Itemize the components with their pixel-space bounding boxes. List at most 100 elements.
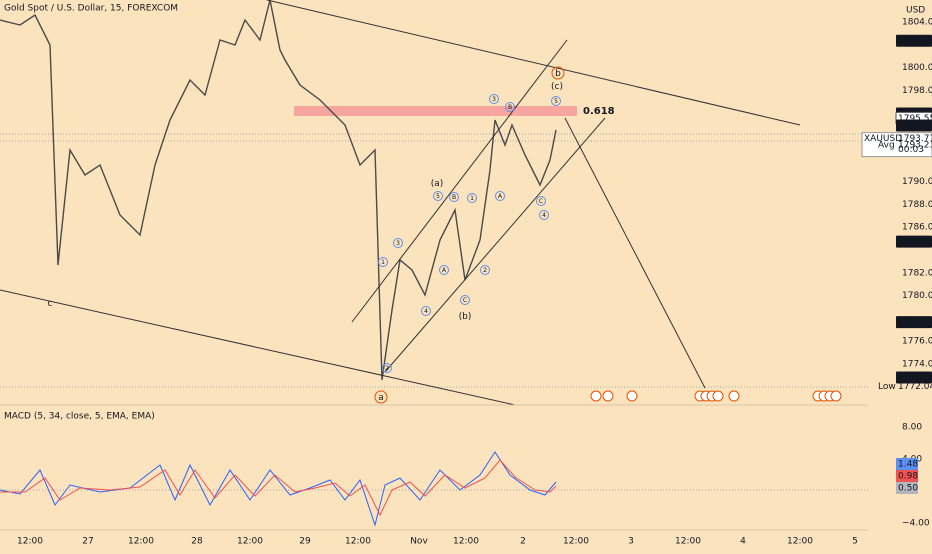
wave-circle	[551, 66, 565, 80]
macd-tick: −4.00	[902, 519, 930, 529]
event-icon	[728, 390, 740, 402]
fib-label: 0.618	[583, 106, 615, 117]
symbol-price: 1793.77	[898, 134, 932, 144]
wave-label: B	[508, 104, 512, 111]
wave-label: c	[48, 299, 53, 309]
wave-circle	[467, 193, 477, 203]
price-badge-text: 1772.82	[898, 373, 932, 383]
wave-circle	[421, 306, 431, 316]
time-label: 27	[82, 537, 93, 547]
wave-circle	[489, 94, 499, 104]
price-badge	[896, 34, 932, 47]
time-label: 29	[299, 537, 311, 547]
wave-label: (a)	[431, 179, 444, 189]
wave-circle	[439, 265, 449, 275]
wave-circle	[449, 192, 459, 202]
price-tick: 1780.00	[902, 291, 932, 301]
wave-label: 1	[381, 259, 385, 266]
time-label: 12:00	[345, 537, 371, 547]
event-icon	[830, 390, 842, 402]
time-label: 12:00	[453, 537, 479, 547]
avg-label: Avg	[878, 140, 895, 150]
wave-label: A	[498, 193, 503, 200]
wave-circle	[393, 238, 403, 248]
low-price: 1772.04	[898, 382, 932, 392]
symbol-name: XAUUSD	[864, 134, 902, 144]
macd-tick: 8.00	[902, 423, 922, 433]
macd-title: MACD (5, 34, close, 5, EMA, EMA)	[4, 412, 155, 422]
price-tick: 1786.00	[902, 223, 932, 233]
wave-label: 2	[385, 365, 389, 372]
channel-line	[351, 39, 568, 323]
wave-label: (b)	[459, 312, 472, 322]
wave-circle	[374, 390, 388, 404]
channel-line	[384, 117, 606, 373]
wave-circle	[551, 96, 561, 106]
time-label: 12:00	[17, 537, 43, 547]
countdown: 00:03	[898, 145, 924, 155]
time-label: 12:00	[675, 537, 701, 547]
wave-circle	[378, 257, 388, 267]
price-badge-text: 1802.36	[898, 36, 932, 46]
wave-circle	[495, 191, 505, 201]
price-tick: 1800.00	[902, 63, 932, 73]
macd-line	[0, 451, 557, 527]
wave-label: 1	[470, 195, 474, 202]
event-icon	[602, 390, 614, 402]
wave-circle	[480, 265, 490, 275]
macd-badge	[896, 482, 918, 494]
price-series	[0, 0, 557, 381]
trend-line	[0, 289, 516, 406]
wave-label: 2	[483, 267, 487, 274]
time-label: 2	[520, 537, 526, 547]
price-tick: 1776.00	[902, 337, 932, 347]
time-label: 5	[852, 537, 858, 547]
price-tick: 1782.00	[902, 268, 932, 278]
wave-label: 4	[424, 308, 428, 315]
time-label: 3	[628, 537, 634, 547]
wave-label: C	[539, 198, 543, 205]
low-label: Low	[878, 382, 896, 392]
wave-label: (c)	[551, 82, 563, 92]
resistance-zone	[294, 106, 577, 116]
projection-line	[564, 117, 706, 389]
price-badge-text: 1795.55	[898, 114, 932, 124]
macd-badge-text: 1.48	[898, 460, 918, 470]
wave-label: A	[442, 267, 447, 274]
time-label: Nov	[410, 537, 428, 547]
macd-badge-text: 0.98	[898, 472, 918, 482]
signal-line	[0, 459, 557, 517]
event-icon	[590, 390, 602, 402]
time-label: 12:00	[563, 537, 589, 547]
price-badge-text: 1784.74	[898, 237, 932, 247]
macd-badge	[896, 458, 918, 470]
time-label: 12:00	[787, 537, 813, 547]
wave-circle	[382, 363, 392, 373]
price-tick: 1798.00	[902, 86, 932, 96]
trend-line	[266, 0, 801, 126]
wave-label: 5	[554, 98, 558, 105]
wave-circle	[433, 191, 443, 201]
macd-badge-text: 0.50	[898, 484, 918, 494]
wave-circle	[505, 102, 515, 112]
wave-label: 5	[436, 193, 440, 200]
price-badge-text: 1777.67	[898, 318, 932, 328]
avg-price: 1793.23	[898, 140, 932, 150]
price-tick: 1790.00	[902, 177, 932, 187]
price-badge	[896, 119, 932, 132]
price-badge	[896, 235, 932, 248]
wave-circle	[536, 196, 546, 206]
symbol-badge	[861, 132, 932, 158]
event-icon	[712, 390, 724, 402]
event-icon	[626, 390, 638, 402]
symbol-title: Gold Spot / U.S. Dollar, 15, FOREXCOM	[4, 4, 178, 14]
wave-label: 4	[542, 212, 546, 219]
wave-label: 3	[396, 240, 400, 247]
price-tick: 1774.00	[902, 360, 932, 370]
time-label: 4	[740, 537, 746, 547]
wave-label: 3	[492, 96, 496, 103]
time-label: 28	[191, 537, 203, 547]
wave-circle	[539, 210, 549, 220]
